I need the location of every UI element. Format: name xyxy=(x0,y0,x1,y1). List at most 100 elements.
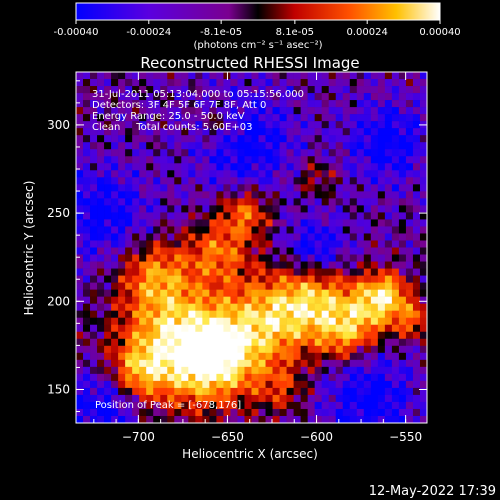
heatmap-cell xyxy=(328,205,337,213)
heatmap-cell xyxy=(146,205,154,213)
heatmap-cell xyxy=(76,226,84,234)
heatmap-cell xyxy=(139,247,147,255)
heatmap-cell xyxy=(300,282,308,290)
heatmap-cell xyxy=(237,247,245,255)
heatmap-cell xyxy=(265,317,273,326)
heatmap-cell xyxy=(405,128,414,136)
heatmap-cell xyxy=(286,212,294,220)
heatmap-cell xyxy=(412,142,421,150)
heatmap-cell xyxy=(405,142,414,150)
heatmap-cell xyxy=(377,317,386,326)
heatmap-cell xyxy=(230,296,238,304)
heatmap-cell xyxy=(314,289,322,297)
heatmap-cell xyxy=(111,184,119,192)
heatmap-cell xyxy=(328,184,337,192)
heatmap-cell xyxy=(111,240,119,248)
heatmap-cell xyxy=(314,261,322,269)
heatmap-cell xyxy=(286,317,294,326)
heatmap-cell xyxy=(244,233,252,241)
heatmap-cell xyxy=(146,247,154,255)
heatmap-cell xyxy=(398,408,407,417)
heatmap-cell xyxy=(377,324,386,333)
heatmap-cell xyxy=(188,261,196,269)
heatmap-cell xyxy=(111,226,119,234)
heatmap-cell xyxy=(349,170,358,178)
heatmap-cell xyxy=(377,135,386,143)
heatmap-cell xyxy=(216,79,224,87)
heatmap-cell xyxy=(272,366,280,375)
heatmap-cell xyxy=(139,79,147,87)
heatmap-cell xyxy=(279,205,287,213)
heatmap-cell xyxy=(391,254,400,262)
heatmap-cell xyxy=(321,226,330,234)
heatmap-cell xyxy=(342,289,351,297)
heatmap-cell xyxy=(181,380,189,389)
heatmap-cell xyxy=(223,261,231,269)
heatmap-cell xyxy=(118,156,126,164)
heatmap-cell xyxy=(356,205,365,213)
heatmap-cell xyxy=(188,401,196,410)
heatmap-cell xyxy=(258,408,266,417)
heatmap-cell xyxy=(363,282,372,290)
heatmap-cell xyxy=(307,219,315,227)
heatmap-cell xyxy=(209,72,217,80)
heatmap-cell xyxy=(363,219,372,227)
heatmap-cell xyxy=(377,240,386,248)
heatmap-cell xyxy=(195,205,203,213)
heatmap-cell xyxy=(335,128,344,136)
heatmap-cell xyxy=(370,93,379,101)
heatmap-cell xyxy=(314,100,322,108)
heatmap-cell xyxy=(209,233,217,241)
heatmap-cell xyxy=(195,380,203,389)
heatmap-cell xyxy=(111,380,119,389)
heatmap-cell xyxy=(125,359,133,368)
heatmap-cell xyxy=(244,366,252,375)
heatmap-cell xyxy=(97,303,105,311)
heatmap-cell xyxy=(398,345,407,354)
heatmap-cell xyxy=(90,408,98,417)
heatmap-cell xyxy=(90,366,98,375)
heatmap-cell xyxy=(286,331,294,340)
heatmap-cell xyxy=(391,345,400,354)
heatmap-cell xyxy=(153,296,161,304)
heatmap-cell xyxy=(342,205,351,213)
colorbar-tick-label: -8.1e-05 xyxy=(200,27,242,38)
heatmap-cell xyxy=(265,408,273,417)
heatmap-cell xyxy=(363,86,372,94)
heatmap-cell xyxy=(97,107,105,115)
heatmap-cell xyxy=(146,352,154,361)
heatmap-cell xyxy=(293,282,301,290)
heatmap-cell xyxy=(195,100,203,108)
heatmap-cell xyxy=(391,219,400,227)
heatmap-cell xyxy=(314,121,322,129)
heatmap-cell xyxy=(125,219,133,227)
heatmap-cell xyxy=(90,205,98,213)
heatmap-cell xyxy=(195,128,203,136)
heatmap-cell xyxy=(377,289,386,297)
heatmap-cell xyxy=(139,373,147,382)
heatmap-cell xyxy=(76,219,84,227)
heatmap-cell xyxy=(237,303,245,311)
heatmap-cell xyxy=(251,226,259,234)
heatmap-cell xyxy=(97,415,105,424)
heatmap-cell xyxy=(419,289,428,297)
heatmap-cell xyxy=(237,205,245,213)
heatmap-cell xyxy=(209,121,217,129)
heatmap-cell xyxy=(349,303,358,311)
heatmap-cell xyxy=(195,212,203,220)
heatmap-cell xyxy=(279,338,287,347)
heatmap-cell xyxy=(335,296,344,304)
heatmap-cell xyxy=(97,233,105,241)
heatmap-cell xyxy=(342,338,351,347)
heatmap-cell xyxy=(349,93,358,101)
heatmap-cell xyxy=(174,184,182,192)
heatmap-cell xyxy=(412,156,421,164)
heatmap-cell xyxy=(412,184,421,192)
heatmap-cell xyxy=(90,296,98,304)
heatmap-cell xyxy=(258,100,266,108)
heatmap-cell xyxy=(111,93,119,101)
heatmap-cell xyxy=(314,72,322,80)
heatmap-cell xyxy=(118,233,126,241)
heatmap-cell xyxy=(300,352,308,361)
heatmap-cell xyxy=(349,331,358,340)
